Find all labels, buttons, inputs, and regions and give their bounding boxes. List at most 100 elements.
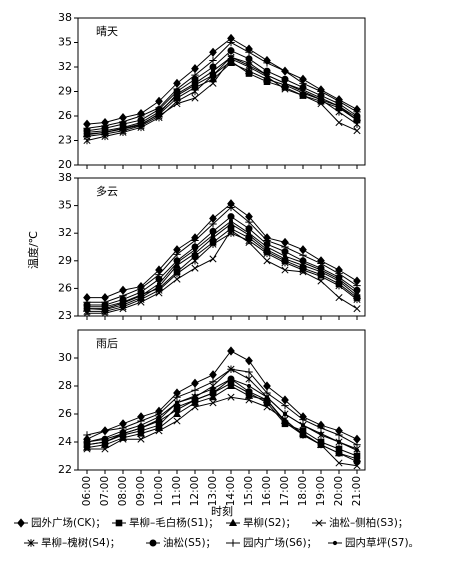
marker [173,417,181,425]
marker [191,257,199,265]
x-tick-label: 14:00 [225,476,237,506]
marker [101,427,109,435]
marker [156,414,162,419]
marker [281,85,289,93]
marker [119,118,127,126]
y-tick-label: 20 [58,158,72,171]
marker [209,240,217,248]
marker [192,247,198,252]
marker [335,449,343,457]
y-tick-label: 29 [58,254,72,267]
marker [192,81,198,86]
marker [335,269,343,278]
marker [318,267,324,273]
marker [263,257,271,265]
marker [173,406,181,414]
marker [318,431,324,436]
legend-label: 旱柳–槐树(S4)； [41,536,120,549]
series-line [87,203,358,299]
x-tick-label: 11:00 [171,476,183,506]
legend-marker [315,519,323,527]
marker [209,47,217,57]
series-line [86,385,358,460]
series-line [86,56,358,136]
y-tick-label: 23 [58,134,72,147]
marker [173,393,181,401]
series-line [86,50,358,132]
legend-label: 园内草坪(S7)。 [345,536,419,549]
marker [281,418,289,426]
marker [281,67,289,75]
marker [336,104,342,109]
x-tick-label: 09:00 [135,476,147,506]
marker [190,249,200,257]
marker [317,424,325,432]
legend-label: 园外广场(CK)； [31,516,106,529]
marker [174,260,180,265]
marker [102,130,108,135]
legend-label: 旱柳–毛白杨(S1)； [129,516,219,529]
marker [336,277,342,282]
marker [227,393,235,401]
y-tick-label: 32 [58,226,72,239]
marker [209,399,217,407]
marker [245,218,253,226]
marker [84,439,90,445]
series-line [86,378,358,463]
marker [245,396,253,404]
marker [174,400,180,405]
series-line [87,228,358,308]
marker [173,275,181,283]
legend-label: 油松(S5)； [163,536,216,549]
y-tick-label: 38 [58,171,72,184]
marker [245,225,253,233]
legend-marker [115,519,123,527]
marker [228,55,234,60]
x-axis-label: 时刻 [211,504,233,518]
marker [101,122,109,130]
x-tick-label: 13:00 [207,476,219,506]
marker [335,97,343,105]
marker [335,118,343,127]
x-tick-label: 16:00 [261,476,273,506]
marker [209,79,217,87]
plot-frame [77,177,366,317]
series-line [86,223,358,311]
marker [300,260,306,265]
marker [119,435,127,443]
y-tick-label: 23 [58,309,72,322]
legend-marker [229,539,237,547]
y-tick-label: 29 [58,85,72,98]
marker [317,272,325,281]
marker [282,411,288,417]
panel-title: 雨后 [96,337,118,350]
marker [137,112,145,120]
marker [173,250,181,259]
marker [335,281,343,290]
y-tick-label: 35 [58,36,72,49]
marker [119,292,127,300]
marker [227,365,235,373]
series-line [86,368,358,446]
marker [317,441,325,449]
marker [138,122,144,128]
series-line [86,60,358,133]
marker [353,441,361,449]
marker [281,243,289,251]
series-line [87,229,358,314]
marker [299,266,307,274]
series-line [86,37,358,125]
marker [227,203,235,212]
marker [173,85,181,93]
marker [226,219,236,228]
marker [246,60,252,66]
marker [353,127,361,135]
marker [138,293,144,298]
marker [226,58,236,66]
x-tick-label: 18:00 [297,476,309,506]
marker [226,381,236,390]
marker [83,431,91,439]
marker [263,403,271,411]
series-line [86,378,358,451]
x-tick-label: 12:00 [189,476,201,506]
